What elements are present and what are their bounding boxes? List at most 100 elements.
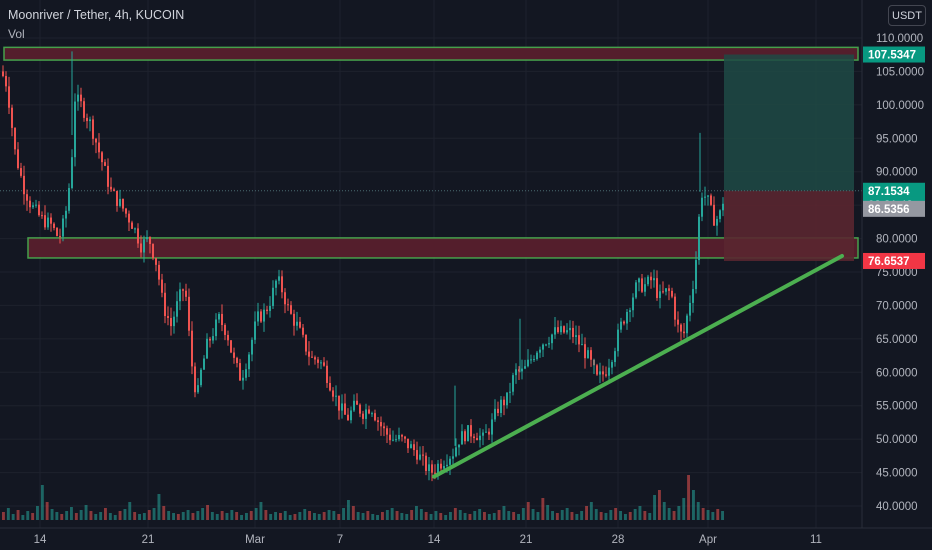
volume-bar [672,511,676,520]
volume-bar [371,514,375,520]
volume-bar [138,514,141,520]
volume-bar [701,508,705,520]
volume-bar [283,511,287,520]
candle [482,432,484,436]
candle [311,356,313,358]
candle [32,205,34,208]
long-position [0,54,862,261]
candle [689,302,691,316]
candle [674,296,676,320]
profit-zone [724,54,854,191]
candle [104,162,106,166]
volume-bar [594,509,598,520]
resistance-zone [3,46,859,61]
candle [125,208,127,214]
candle [344,403,346,415]
candle [245,369,247,378]
volume-bar [541,498,545,520]
volume-bar [526,502,530,520]
candle [347,414,349,421]
volume-bar [424,512,428,520]
volume-bar [648,513,652,520]
candle [149,237,151,244]
volume-bar [536,512,540,520]
candle [332,390,334,397]
candle [68,188,70,211]
candle [503,399,505,406]
candle [323,362,325,366]
price-tick-label: 45.0000 [876,468,918,480]
candle [152,243,154,259]
candle [221,313,223,326]
volume-bar [288,515,292,520]
candle [515,369,517,376]
candle [620,321,622,330]
trendline [432,253,844,479]
candle [683,331,685,334]
time-tick-label: 7 [337,534,343,546]
currency-button[interactable]: USDT [888,5,926,26]
candle [101,152,103,163]
volume-bar [643,511,647,520]
volume-bar [575,514,579,520]
candle [167,316,169,318]
volume-bar [118,511,122,520]
candle [485,431,487,433]
candle [5,76,7,87]
candle [422,454,424,456]
volume-bar [453,508,457,520]
candle [701,197,703,217]
candle [305,334,307,352]
volume-bar [84,505,88,520]
volume-bar [108,513,112,520]
candle [188,296,190,331]
volume-bar [706,510,710,520]
candle [611,362,613,368]
candle [275,280,277,288]
candle [371,413,373,415]
candle [233,352,235,358]
candle [2,71,4,77]
volume-bar [6,508,10,520]
candle [551,334,553,344]
candle [707,195,709,197]
volume-bar [65,511,69,520]
volume-bar [687,475,690,520]
candle [596,365,598,375]
candle [146,237,148,240]
candle [194,366,196,393]
candle [53,223,55,228]
candle [584,344,586,359]
candle [635,282,637,298]
volume-bar [599,512,603,520]
candle [452,456,454,459]
volume-bar [580,511,584,520]
time-tick-label: 21 [520,534,533,546]
candle [218,313,220,320]
time-axis: 14 21 Mar 7 14 21 28 Apr 11 [0,527,932,546]
candle [269,305,271,311]
candle [137,228,139,244]
candle [86,117,88,122]
price-label: 87.1534 [863,182,925,199]
candle [440,463,442,469]
candle [131,222,133,229]
price-label-text: 87.1534 [868,186,910,198]
candle [23,175,25,195]
candle [302,327,304,335]
candle [77,94,79,102]
candle [374,413,376,421]
candle [545,344,547,346]
volume-bar [405,514,409,520]
volume-bar [502,506,506,520]
candle [521,368,523,372]
price-label-text: 76.6537 [868,256,910,268]
candle [158,264,160,280]
candle [665,288,667,292]
volume-indicator-label[interactable]: Vol [8,27,25,41]
candle [272,287,274,306]
candle [623,321,625,324]
